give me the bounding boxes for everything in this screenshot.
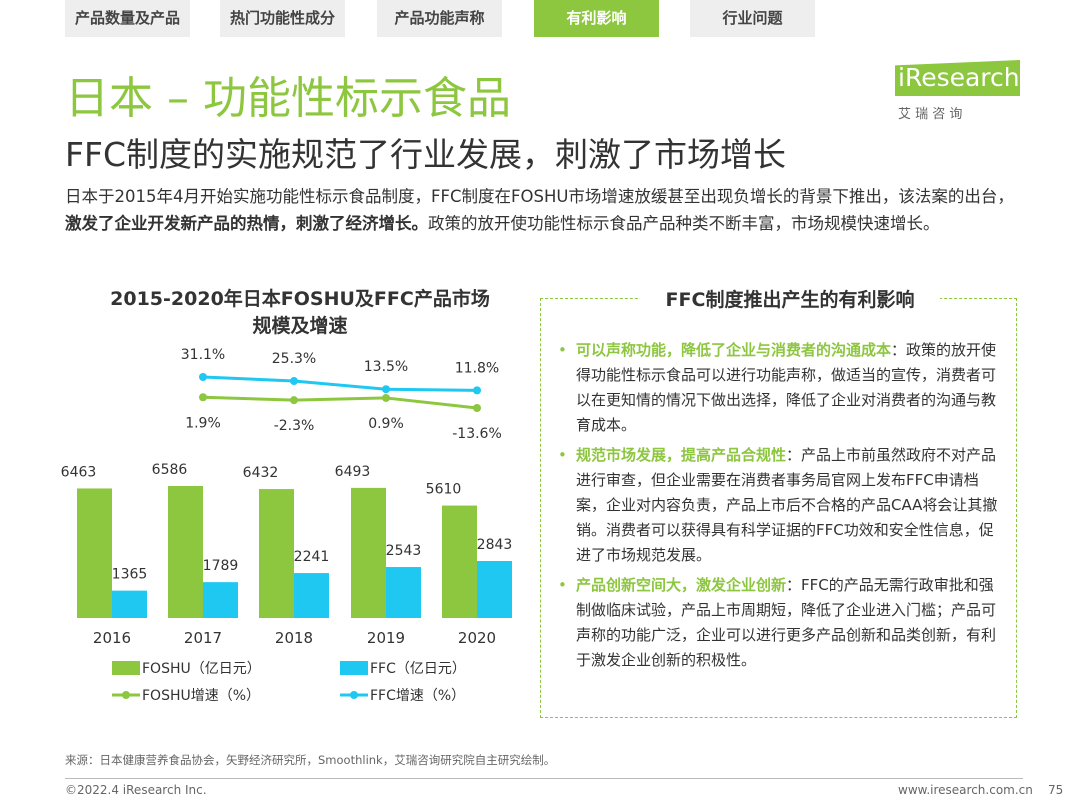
impact-item: • 产品创新空间大，激发企业创新：FFC的产品无需行政审批和强制做临床试验，产品上… xyxy=(556,573,1001,673)
tab[interactable]: 热门功能性成分 xyxy=(220,0,345,37)
tab[interactable]: 产品数量及产品 xyxy=(65,0,190,37)
intro-text: 政策的放开使功能性标示食品产品种类不断丰富，市场规模快速增长。 xyxy=(428,214,940,233)
bullet: • xyxy=(558,446,567,464)
item-body: ：FFC的产品无需行政审批和强制做临床试验，产品上市周期短，降低了企业进入门槛；… xyxy=(576,576,997,669)
source: 来源：日本健康营养食品协会，矢野经济研究所，Smoothlink，艾瑞咨询研究院… xyxy=(65,753,556,767)
bar xyxy=(477,561,512,618)
item-head: 产品创新空间大，激发企业创新 xyxy=(576,576,787,594)
legend-label: FOSHU（亿日元） xyxy=(142,661,261,677)
logo-badge xyxy=(895,60,1020,96)
legend-dot xyxy=(122,691,130,699)
bar-label: 6586 xyxy=(152,462,188,478)
subtitle: FFC制度的实施规范了行业发展，刺激了市场增长 xyxy=(65,135,787,174)
legend-swatch xyxy=(340,661,368,675)
bar-label: 5610 xyxy=(426,482,462,498)
line-point xyxy=(290,377,298,386)
line-point xyxy=(199,393,207,402)
logo-subtitle: 艾 瑞 咨 询 xyxy=(898,107,963,122)
bar-label: 1365 xyxy=(112,567,148,583)
legend-label: FFC增速（%） xyxy=(370,688,465,704)
line-label: 1.9% xyxy=(185,415,221,431)
bar xyxy=(112,590,147,618)
line-point xyxy=(199,373,207,381)
line-label: -13.6% xyxy=(452,426,502,442)
bullet: • xyxy=(558,341,567,359)
legend-dot xyxy=(350,691,358,699)
line-label: -2.3% xyxy=(274,418,315,434)
bar xyxy=(168,486,203,618)
page-title: 日本 – 功能性标示食品 xyxy=(65,73,511,124)
bar-label: 2543 xyxy=(386,543,422,559)
line xyxy=(202,395,478,410)
x-tick-label: 2016 xyxy=(93,629,131,647)
bar-label: 2843 xyxy=(477,537,513,553)
line-label: 0.9% xyxy=(368,416,404,432)
x-tick-label: 2020 xyxy=(458,629,496,647)
website: www.iresearch.com.cn xyxy=(898,783,1033,797)
impact-item: • 规范市场发展，提高产品合规性：产品上市前虽然政府不对产品进行审查，但企业需要在… xyxy=(556,443,1001,568)
impact-list: • 可以声称功能，降低了企业与消费者的沟通成本：政策的放开使得功能性标示食品可以进… xyxy=(556,338,1001,678)
impact-title: FFC制度推出产生的有利影响 xyxy=(640,285,940,312)
bar-label: 6432 xyxy=(243,465,279,481)
copyright: ©2022.4 iResearch Inc. xyxy=(65,783,207,797)
bar xyxy=(77,488,112,618)
bar xyxy=(442,505,477,618)
x-tick-label: 2017 xyxy=(184,629,222,647)
legend-label: FFC（亿日元） xyxy=(370,661,466,677)
chart-title: 2015-2020年日本FOSHU及FFC产品市场规模及增速 xyxy=(110,288,490,337)
bullet: • xyxy=(558,576,567,594)
item-body: ：产品上市前虽然政府不对产品进行审查，但企业需要在消费者事务局官网上发布FFC申… xyxy=(576,446,998,564)
tab[interactable]: 产品功能声称 xyxy=(377,0,502,37)
line-point xyxy=(382,393,390,402)
tab[interactable]: 行业问题 xyxy=(690,0,815,37)
line xyxy=(202,375,478,392)
bar xyxy=(294,573,329,618)
chart: 2016 2017 2018 2019 2020 6463 6586 6432 6493 5610… xyxy=(61,347,513,704)
line-point xyxy=(473,404,481,412)
bar-label: 6463 xyxy=(61,464,97,480)
line-point xyxy=(382,385,390,394)
line-label: 25.3% xyxy=(272,351,316,367)
x-tick-label: 2018 xyxy=(275,629,313,647)
impact-item: • 可以声称功能，降低了企业与消费者的沟通成本：政策的放开使得功能性标示食品可以进… xyxy=(556,338,1001,438)
page-number: 75 xyxy=(1048,783,1064,797)
line-label: 11.8% xyxy=(455,360,499,376)
bar-label: 6493 xyxy=(335,464,371,480)
item-body: ：政策的放开使得功能性标示食品可以进行功能声称，做适当的宣传，消费者可以在更知情… xyxy=(576,341,997,434)
intro-text: 激发了企业开发新产品的热情，刺激了经济增长。 xyxy=(65,214,428,233)
legend-swatch xyxy=(112,661,140,675)
line-point xyxy=(473,386,481,395)
bar-label: 2241 xyxy=(294,549,330,565)
bar xyxy=(203,582,238,618)
footer-rule xyxy=(65,778,1023,779)
intro: 日本于2015年4月开始实施功能性标示食品制度，FFC制度在FOSHU市场增速放… xyxy=(65,183,1025,237)
intro-text: 日本于2015年4月开始实施功能性标示食品制度，FFC制度在FOSHU市场增速放… xyxy=(65,187,1014,206)
line-label: 13.5% xyxy=(364,359,408,375)
line-label: 31.1% xyxy=(181,347,225,363)
bar-label: 1789 xyxy=(203,558,239,574)
logo: iResearch xyxy=(898,63,1020,92)
item-head: 可以声称功能，降低了企业与消费者的沟通成本 xyxy=(576,341,892,359)
x-tick-label: 2019 xyxy=(367,629,405,647)
item-head: 规范市场发展，提高产品合规性 xyxy=(576,446,787,464)
tab[interactable]: 有利影响 xyxy=(534,0,659,37)
line-point xyxy=(290,396,298,405)
bar xyxy=(259,489,294,618)
legend-label: FOSHU增速（%） xyxy=(142,688,260,704)
bar xyxy=(386,567,421,618)
bar xyxy=(351,487,386,618)
